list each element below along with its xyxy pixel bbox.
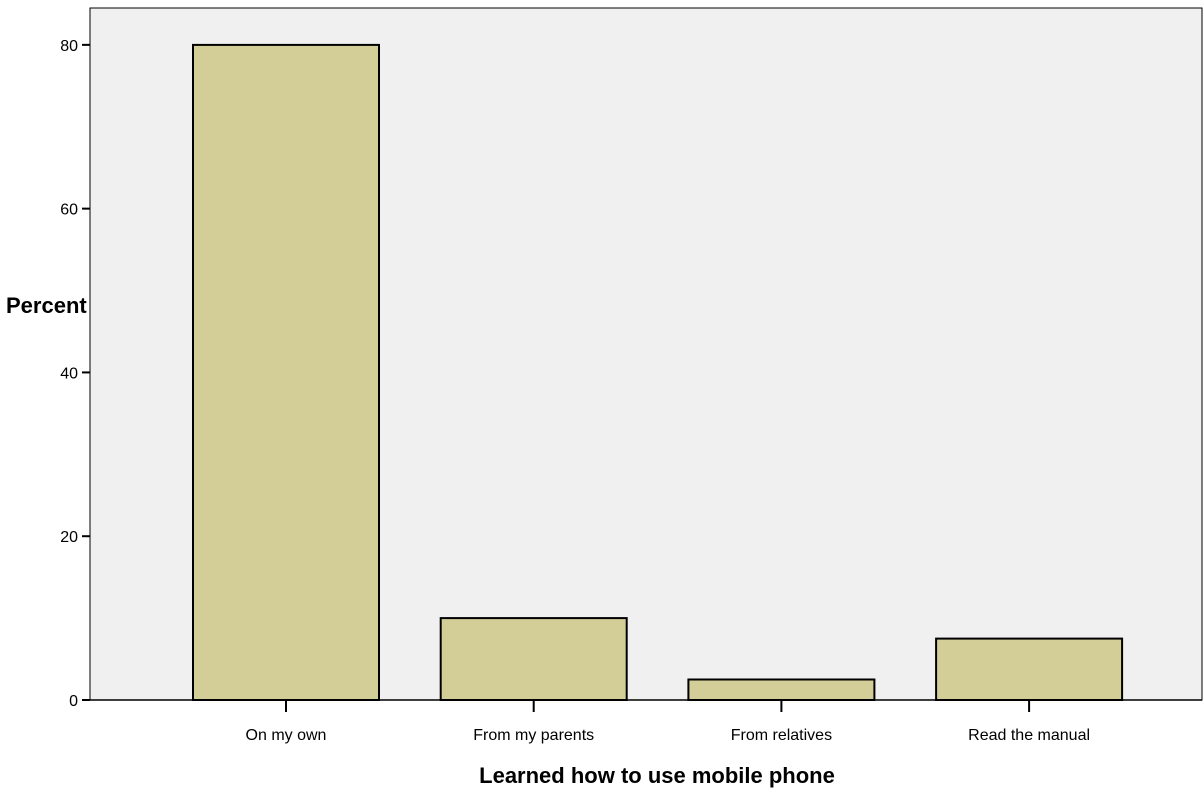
bar (439, 617, 628, 701)
x-tick-label: On my own (246, 727, 327, 744)
bar (687, 678, 876, 701)
bar (192, 43, 380, 701)
y-tick-label: 0 (69, 693, 78, 710)
y-tick-label: 60 (60, 202, 78, 219)
x-tick-label: From my parents (473, 727, 594, 744)
x-tick-label: Read the manual (968, 727, 1090, 744)
bars-group (192, 43, 1124, 701)
y-tick-label: 40 (60, 365, 78, 382)
y-axis-title: Percent (6, 293, 87, 318)
x-tick-label: From relatives (731, 727, 832, 744)
x-axis-title: Learned how to use mobile phone (479, 763, 835, 788)
axes-group: 0 20 40 60 80 On my own From my parents From re… (60, 38, 1202, 744)
bar (935, 637, 1124, 701)
y-tick-label: 80 (60, 38, 78, 55)
y-tick-label: 20 (60, 529, 78, 546)
